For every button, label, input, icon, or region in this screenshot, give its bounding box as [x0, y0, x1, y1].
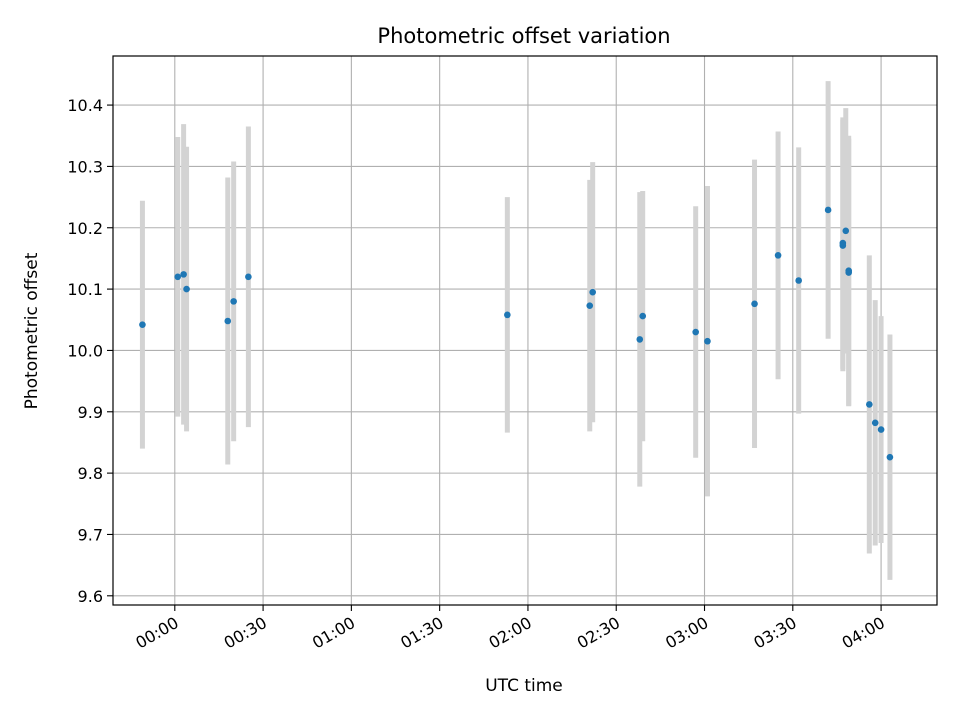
data-point	[795, 277, 802, 284]
y-tick-label: 10.4	[67, 96, 103, 115]
data-point	[639, 312, 647, 320]
data-point	[871, 419, 879, 427]
data-point	[504, 311, 511, 319]
y-tick-label: 9.6	[78, 587, 103, 606]
plot-frame	[112, 55, 938, 606]
data-point	[842, 227, 850, 235]
data-point	[774, 252, 782, 259]
y-tick-label: 10.3	[67, 157, 103, 176]
grid-lines	[113, 56, 937, 605]
x-tick-label: 00:00	[132, 613, 181, 653]
x-tick-label: 03:00	[662, 613, 711, 653]
x-tick-label: 02:30	[574, 613, 623, 653]
x-tick-label: 04:00	[839, 613, 888, 653]
y-tick-label: 10.0	[67, 341, 103, 360]
x-tick-label: 01:30	[397, 613, 446, 653]
data-point	[224, 317, 232, 325]
error-bars	[139, 81, 893, 580]
data-point	[139, 321, 146, 328]
y-tick-label: 9.9	[78, 403, 103, 422]
x-tick-label: 03:30	[750, 613, 799, 653]
y-tick-label: 10.1	[67, 280, 103, 299]
x-tick-label: 01:00	[309, 613, 358, 653]
data-point	[692, 328, 699, 336]
data-point	[183, 285, 190, 293]
data-point	[839, 239, 847, 247]
data-point	[845, 269, 853, 276]
chart-title: Photometric offset variation	[377, 24, 670, 48]
data-point	[245, 273, 252, 281]
y-tick-label: 10.2	[67, 219, 103, 238]
data-points	[139, 206, 894, 461]
y-axis-ticks: 9.6 9.7 9.8 9.9 10.0 10.1 10.2 10.3 10.4	[67, 96, 113, 606]
y-tick-label: 9.7	[78, 525, 103, 544]
data-point	[586, 302, 594, 309]
x-tick-label: 00:30	[221, 613, 270, 653]
data-point	[230, 298, 237, 305]
data-point	[886, 453, 894, 461]
x-axis-ticks: 00:00 00:30 01:00 01:30 02:00 02:30 03:00 03:30…	[132, 605, 888, 653]
data-point	[589, 288, 596, 296]
data-point	[866, 401, 873, 408]
data-point	[824, 206, 832, 214]
x-tick-label: 02:00	[486, 613, 535, 653]
data-point	[877, 426, 885, 433]
data-point	[636, 336, 644, 343]
data-point	[751, 300, 758, 308]
data-point	[704, 337, 711, 345]
y-axis-label: Photometric offset	[22, 252, 42, 409]
data-point	[174, 273, 182, 281]
x-axis-label: UTC time	[485, 676, 563, 696]
y-tick-label: 9.8	[78, 464, 103, 483]
data-point	[180, 271, 187, 278]
